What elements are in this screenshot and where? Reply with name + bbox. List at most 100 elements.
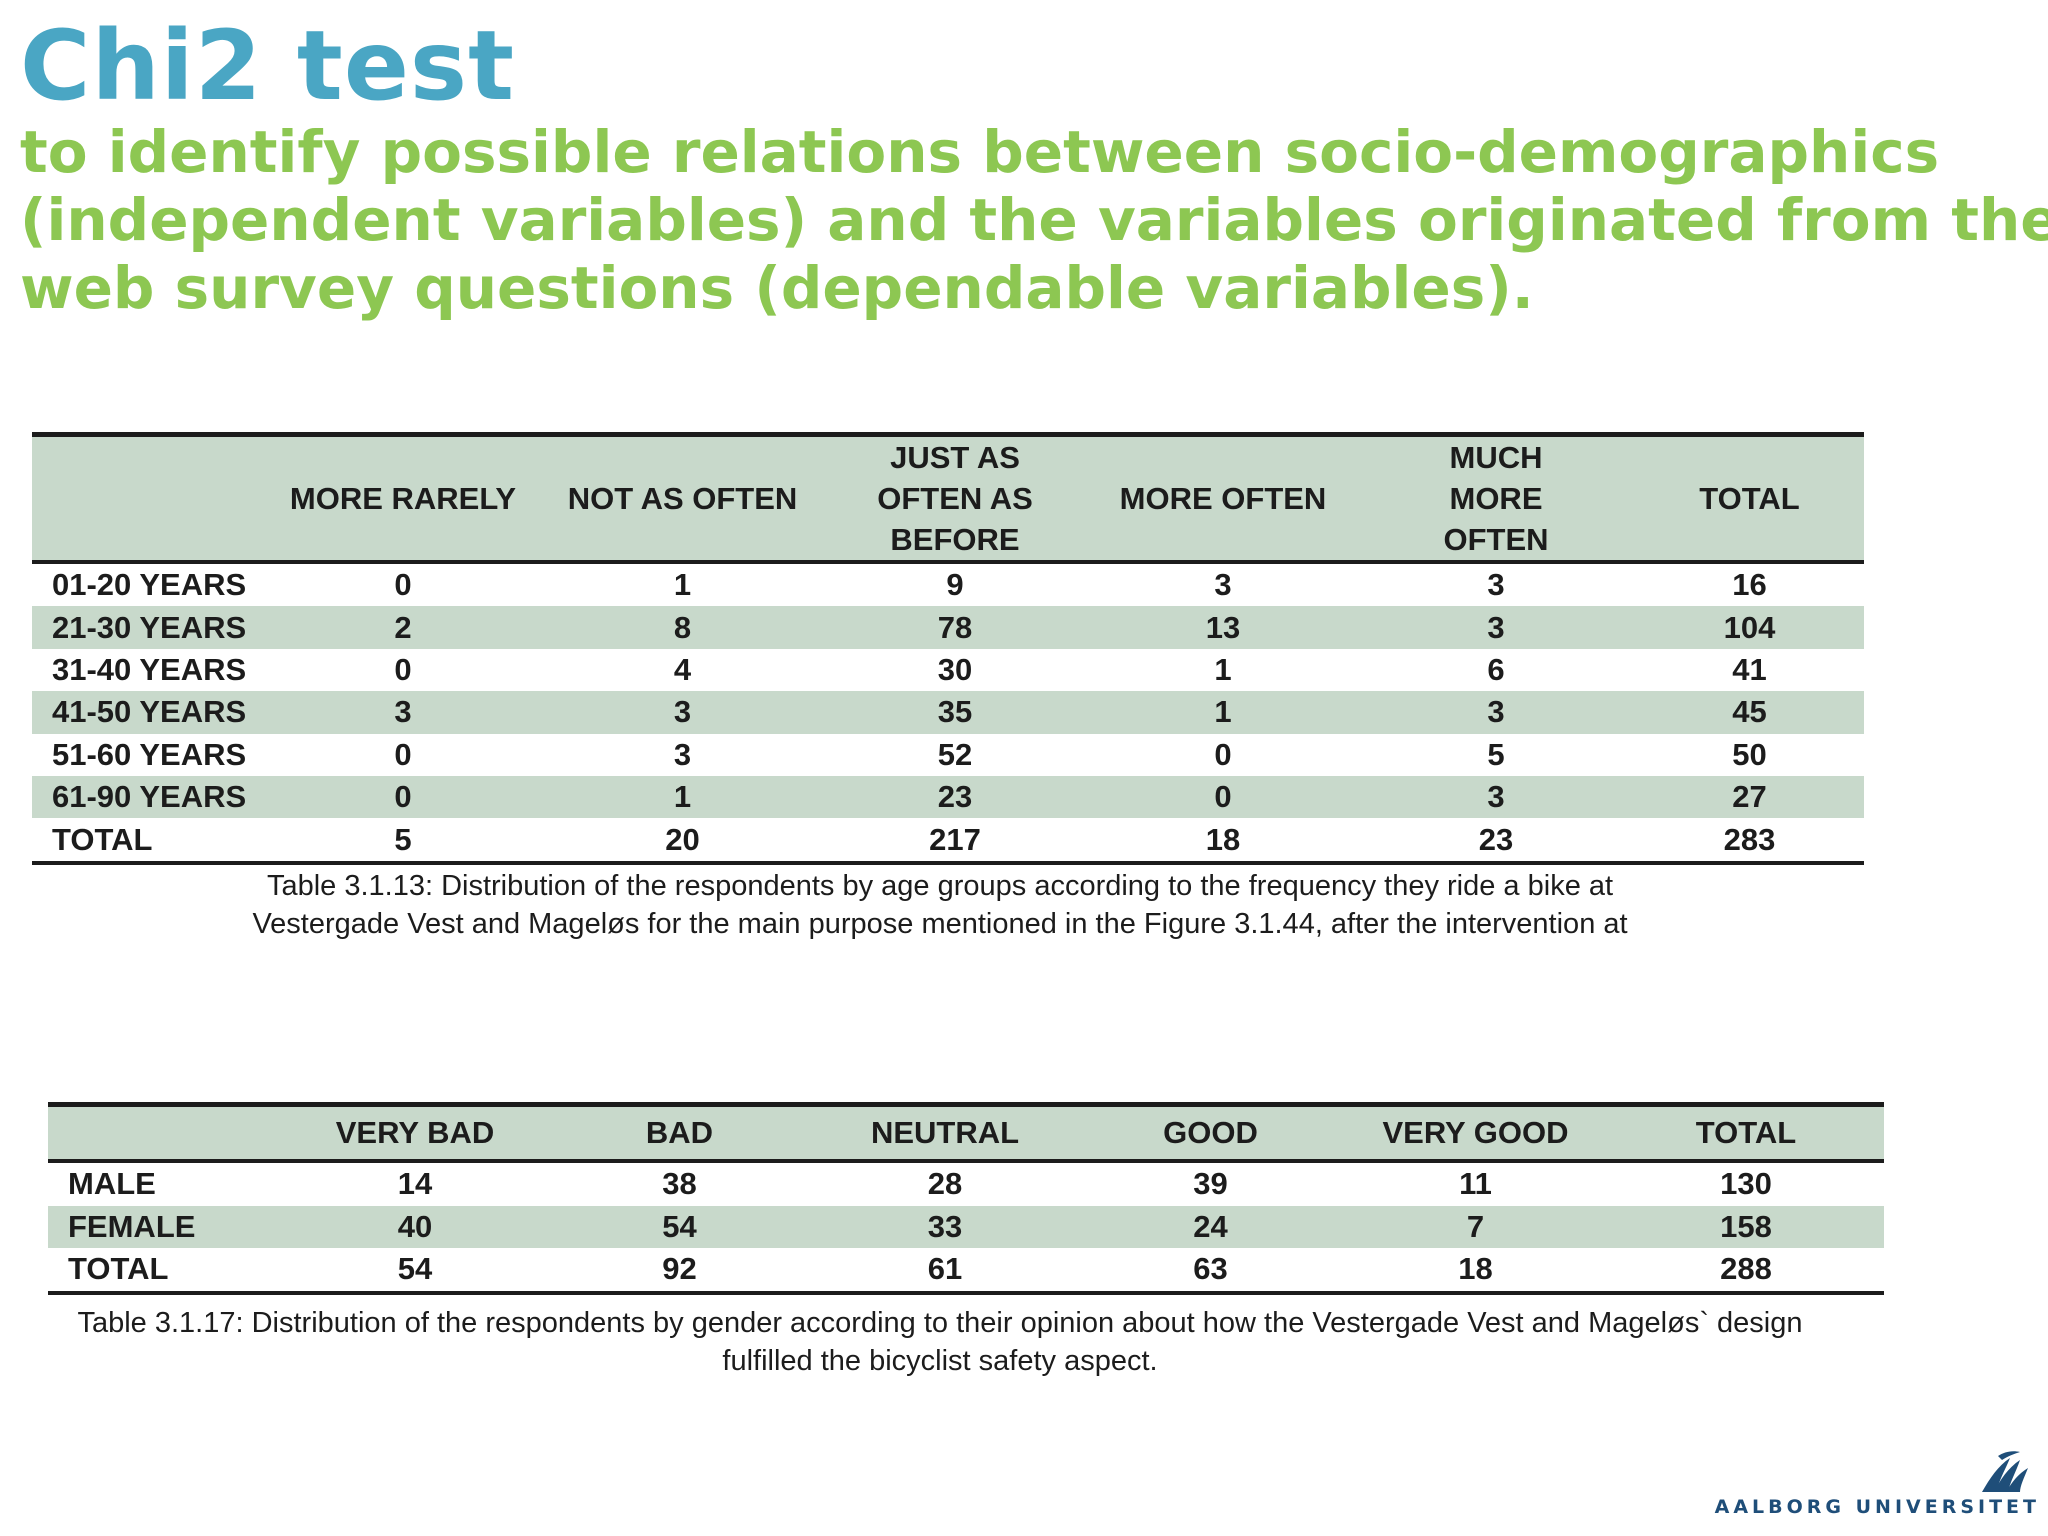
row-label: 01-20 YEARS	[52, 567, 247, 603]
table-cell: 40	[283, 1205, 547, 1248]
table-cell: 78	[821, 606, 1089, 649]
table-cell: 3	[1214, 567, 1232, 603]
column-header: NOT AS OFTEN	[544, 434, 821, 564]
table-cell: 18	[1205, 821, 1241, 857]
caption-line: Vestergade Vest and Mageløs for the main…	[252, 908, 1628, 940]
subtitle-line: to identify possible relations between s…	[20, 118, 1940, 186]
table-cell: 0	[394, 651, 412, 687]
column-header: MORE RARELY	[262, 434, 544, 564]
gender-opinion-table: VERY BAD BAD NEUTRAL GOOD VERY GOOD TOTA…	[48, 1102, 1884, 1295]
column-header: TOTAL	[1608, 1104, 1884, 1163]
table-caption: Table 3.1.13: Distribution of the respon…	[100, 867, 1780, 943]
row-label: TOTAL	[52, 821, 153, 857]
table-cell: 0	[1214, 736, 1232, 772]
table-cell: 41	[1732, 651, 1767, 687]
table-cell: 27	[1635, 775, 1864, 819]
table-cell: 1	[1089, 691, 1357, 734]
column-header: NEUTRAL	[812, 1104, 1078, 1163]
table-header-row: MORE RARELY NOT AS OFTEN JUST AS OFTEN A…	[32, 434, 1864, 564]
table-cell: 30	[937, 651, 973, 687]
table-total-row: TOTAL 54 92 61 63 18 288	[48, 1248, 1884, 1293]
table-caption: Table 3.1.17: Distribution of the respon…	[0, 1304, 1880, 1380]
aalborg-university-logo-icon	[1982, 1451, 2028, 1492]
table-cell: 38	[662, 1166, 697, 1202]
table-cell: 6	[1487, 651, 1505, 687]
table-cell: 18	[1458, 1251, 1493, 1287]
table-cell: 3	[1357, 691, 1635, 734]
table-cell: 20	[665, 821, 700, 857]
slide-title: Chi2 test	[20, 10, 515, 122]
table-cell: 5	[1487, 736, 1505, 772]
age-frequency-table: MORE RARELY NOT AS OFTEN JUST AS OFTEN A…	[32, 432, 1864, 865]
table-cell: 1	[673, 567, 692, 603]
subtitle-line: (independent variables) and the variable…	[20, 186, 2048, 254]
table-cell: 61	[927, 1251, 963, 1287]
table-cell: 28	[927, 1166, 963, 1202]
column-header	[48, 1104, 283, 1163]
table-cell: 3	[262, 691, 544, 734]
table-row: FEMALE 40 54 33 24 7 158	[48, 1205, 1884, 1248]
table-row: 21-30 YEARS 2 8 78 13 3 104	[32, 606, 1864, 649]
table-cell: 1	[544, 775, 821, 819]
column-header: VERY GOOD	[1343, 1104, 1608, 1163]
table-cell: 0	[394, 567, 412, 603]
table-cell: 11	[1459, 1166, 1492, 1202]
row-label: FEMALE	[48, 1205, 283, 1248]
table-row: 51-60 YEARS 0 3 52 0 5 50	[32, 734, 1864, 776]
table-cell: 54	[397, 1251, 433, 1287]
table-cell: 54	[547, 1205, 812, 1248]
table-cell: 50	[1732, 736, 1767, 772]
row-label: 41-50 YEARS	[32, 691, 262, 734]
table-cell: 16	[1732, 567, 1767, 603]
row-label: 21-30 YEARS	[32, 606, 262, 649]
table-row: 31-40 YEARS 0 4 30 1 6 41	[32, 649, 1864, 691]
logo-wordmark: AALBORG UNIVERSITET	[1714, 1496, 2040, 1518]
column-header: TOTAL	[1635, 434, 1864, 564]
table-cell: 52	[937, 736, 973, 772]
slide-subtitle: to identify possible relations between s…	[20, 118, 2048, 322]
aalborg-universitet-logo: AALBORG UNIVERSITET	[1700, 1448, 2040, 1518]
column-header: GOOD	[1078, 1104, 1343, 1163]
table-cell: 33	[812, 1205, 1078, 1248]
column-header	[32, 434, 262, 564]
table-cell: 63	[1193, 1251, 1228, 1287]
table-cell: 3	[544, 691, 821, 734]
subtitle-line: web survey questions (dependable variabl…	[20, 254, 1534, 322]
table-cell: 3	[1487, 567, 1505, 603]
table-cell: 13	[1089, 606, 1357, 649]
table-cell: 39	[1193, 1166, 1228, 1202]
caption-line: fulfilled the bicyclist safety aspect.	[722, 1345, 1158, 1377]
table-cell: 0	[262, 775, 544, 819]
column-header: VERY BAD	[283, 1104, 547, 1163]
table-cell: 23	[1478, 821, 1514, 857]
table-row: MALE 14 38 28 39 11 130	[48, 1161, 1884, 1206]
table-cell: 130	[1720, 1166, 1772, 1202]
table-row: 01-20 YEARS 0 1 9 3 3 16	[32, 562, 1864, 606]
caption-line: Table 3.1.13: Distribution of the respon…	[266, 870, 1614, 902]
table-cell: 104	[1635, 606, 1864, 649]
table-cell: 3	[673, 736, 692, 772]
table-cell: 288	[1720, 1251, 1772, 1287]
table-header-row: VERY BAD BAD NEUTRAL GOOD VERY GOOD TOTA…	[48, 1104, 1884, 1163]
table-cell: 0	[1089, 775, 1357, 819]
column-header: JUST AS OFTEN AS BEFORE	[821, 434, 1089, 564]
column-header: BAD	[547, 1104, 812, 1163]
table-cell: 35	[821, 691, 1089, 734]
table-cell: 45	[1635, 691, 1864, 734]
table-total-row: TOTAL 5 20 217 18 23 283	[32, 818, 1864, 862]
table-cell: 5	[394, 821, 412, 857]
column-header: MUCH MORE OFTEN	[1357, 434, 1635, 564]
table-cell: 1	[1214, 651, 1232, 687]
table-cell: 217	[929, 821, 981, 857]
table-cell: 8	[544, 606, 821, 649]
table-cell: 3	[1357, 775, 1635, 819]
table-cell: 158	[1608, 1205, 1884, 1248]
table-cell: 9	[946, 567, 964, 603]
table-cell: 7	[1343, 1205, 1608, 1248]
row-label: TOTAL	[68, 1251, 169, 1287]
table-row: 61-90 YEARS 0 1 23 0 3 27	[32, 775, 1864, 819]
row-label: MALE	[68, 1166, 156, 1202]
table-cell: 14	[397, 1166, 433, 1202]
table-cell: 92	[662, 1251, 697, 1287]
column-header: MORE OFTEN	[1089, 434, 1357, 564]
